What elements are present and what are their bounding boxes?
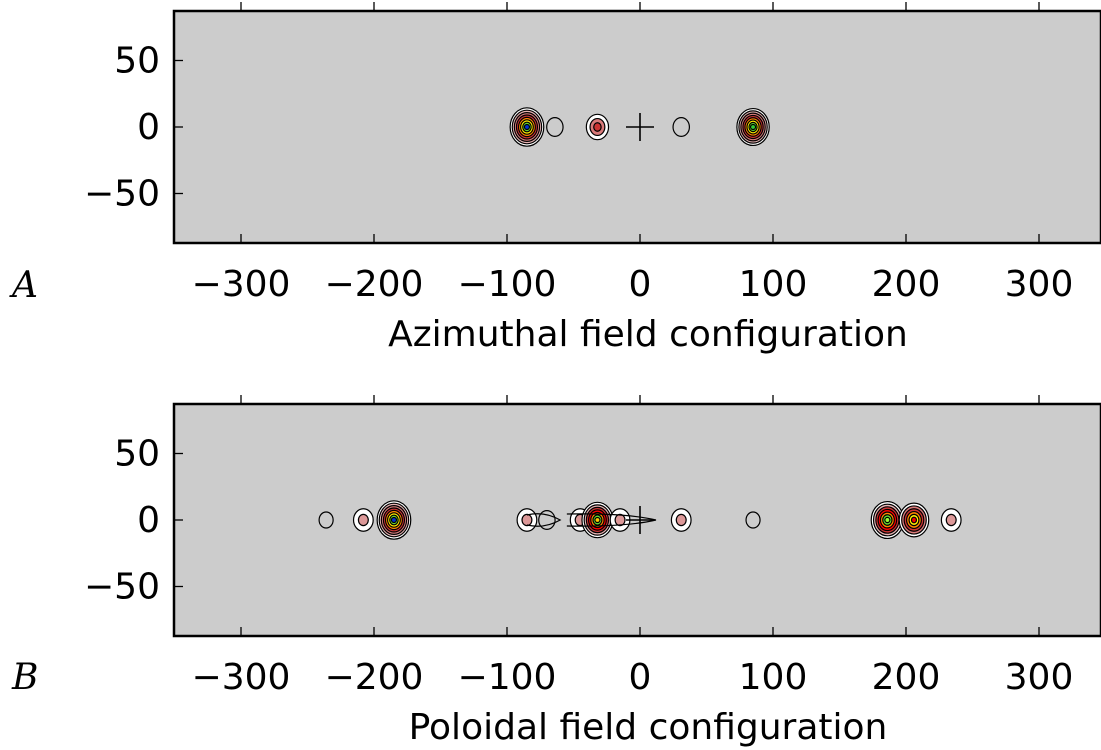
x-tick-label: −300: [192, 657, 291, 698]
contour-level: [910, 516, 918, 524]
contour-plume: [526, 513, 562, 527]
panel-azimuthal: −300 −200 −100 0 100 200 300 50 0 −50 Azimuthal fi…: [9, 2, 1101, 355]
x-tick-label: 0: [629, 264, 652, 305]
contour-level: [594, 516, 601, 524]
contour-level: [945, 513, 957, 527]
x-axis-label: Azimuthal field configuration: [388, 314, 908, 355]
contour-level: [521, 513, 533, 527]
x-tick-label: −300: [192, 264, 291, 305]
x-tick-label: −100: [458, 657, 557, 698]
contour-layer: [318, 500, 962, 540]
contour-level: [593, 122, 602, 132]
panel-letter: B: [11, 657, 38, 698]
x-axis-label: Poloidal field configuration: [409, 707, 888, 748]
contour-level: [884, 516, 891, 524]
contour-level: [672, 117, 691, 137]
contour-level: [318, 511, 334, 529]
y-tick-label: −50: [84, 174, 160, 215]
x-tick-label: −200: [325, 657, 424, 698]
contour-source: [376, 500, 412, 540]
x-tick-label: 300: [1005, 264, 1074, 305]
x-tick-label: 200: [872, 264, 941, 305]
y-tick-label: 50: [114, 434, 160, 475]
panel-poloidal: −300 −200 −100 0 100 200 300 50 0 −50 Poloidal fie…: [11, 395, 1101, 748]
y-tick-label: 0: [137, 107, 160, 148]
contour-source: [352, 508, 374, 532]
contour-source: [581, 501, 614, 539]
contour-plume: [566, 513, 657, 527]
center-marker: [626, 113, 654, 141]
x-tick-label: 100: [739, 657, 808, 698]
x-tick-label: 0: [629, 657, 652, 698]
contour-source: [516, 508, 538, 532]
contour-source: [870, 500, 905, 540]
contour-source: [736, 107, 770, 147]
contour-source: [509, 107, 545, 147]
contour-source: [940, 508, 962, 532]
x-tick-label: −100: [458, 264, 557, 305]
x-tick-label: 300: [1005, 657, 1074, 698]
contour-level: [675, 513, 687, 527]
y-tick-label: 50: [114, 41, 160, 82]
contour-source: [318, 511, 334, 529]
x-tick-label: 200: [872, 657, 941, 698]
y-tick-label: −50: [84, 567, 160, 608]
contour-source: [546, 117, 564, 137]
contour-level: [749, 123, 757, 131]
contour-source: [585, 113, 610, 141]
contour-layer: [509, 107, 770, 147]
contour-source: [670, 508, 692, 532]
center-marker: [626, 506, 654, 534]
x-tick-label: −200: [325, 264, 424, 305]
contour-level: [390, 516, 398, 524]
contour-source: [745, 511, 761, 529]
contour-source: [672, 117, 691, 137]
contour-level: [614, 513, 626, 527]
contour-source: [898, 502, 930, 538]
panel-letter: A: [9, 265, 38, 306]
x-tick-label: 100: [739, 264, 808, 305]
contour-level: [523, 123, 531, 131]
contour-level: [357, 513, 369, 527]
y-tick-label: 0: [137, 500, 160, 541]
contour-level: [546, 117, 564, 137]
contour-level: [745, 511, 761, 529]
